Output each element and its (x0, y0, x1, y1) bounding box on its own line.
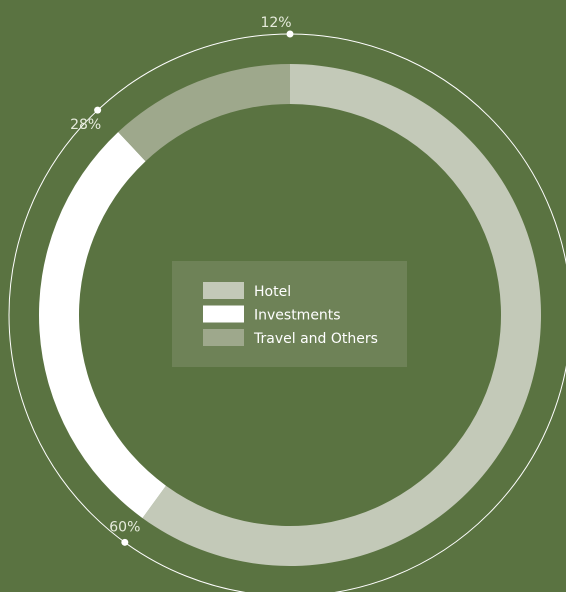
marker-dot-travel-and-others (286, 30, 294, 38)
marker-dot-investments (94, 106, 102, 114)
data-label-investments: 28% (70, 117, 101, 133)
legend-swatch-investments (203, 305, 244, 323)
percentage-markers: 60% 28% 12% (70, 15, 294, 546)
slice-investments (38, 132, 166, 519)
legend-swatch-hotel (203, 282, 244, 299)
slice-travel-and-others (118, 64, 290, 162)
data-label-hotel: 60% (109, 519, 140, 535)
legend-label-hotel: Hotel (254, 284, 291, 300)
legend-label-travel-and-others: Travel and Others (253, 331, 378, 347)
donut-slices (38, 64, 542, 566)
legend-swatch-travel-and-others (203, 329, 244, 346)
legend-label-investments: Investments (254, 308, 341, 324)
marker-dot-hotel (121, 538, 129, 546)
slice-hotel (142, 64, 542, 566)
legend: Hotel Investments Travel and Others (172, 261, 407, 367)
legend-items: Hotel Investments Travel and Others (203, 282, 378, 347)
data-label-travel-and-others: 12% (260, 15, 291, 31)
